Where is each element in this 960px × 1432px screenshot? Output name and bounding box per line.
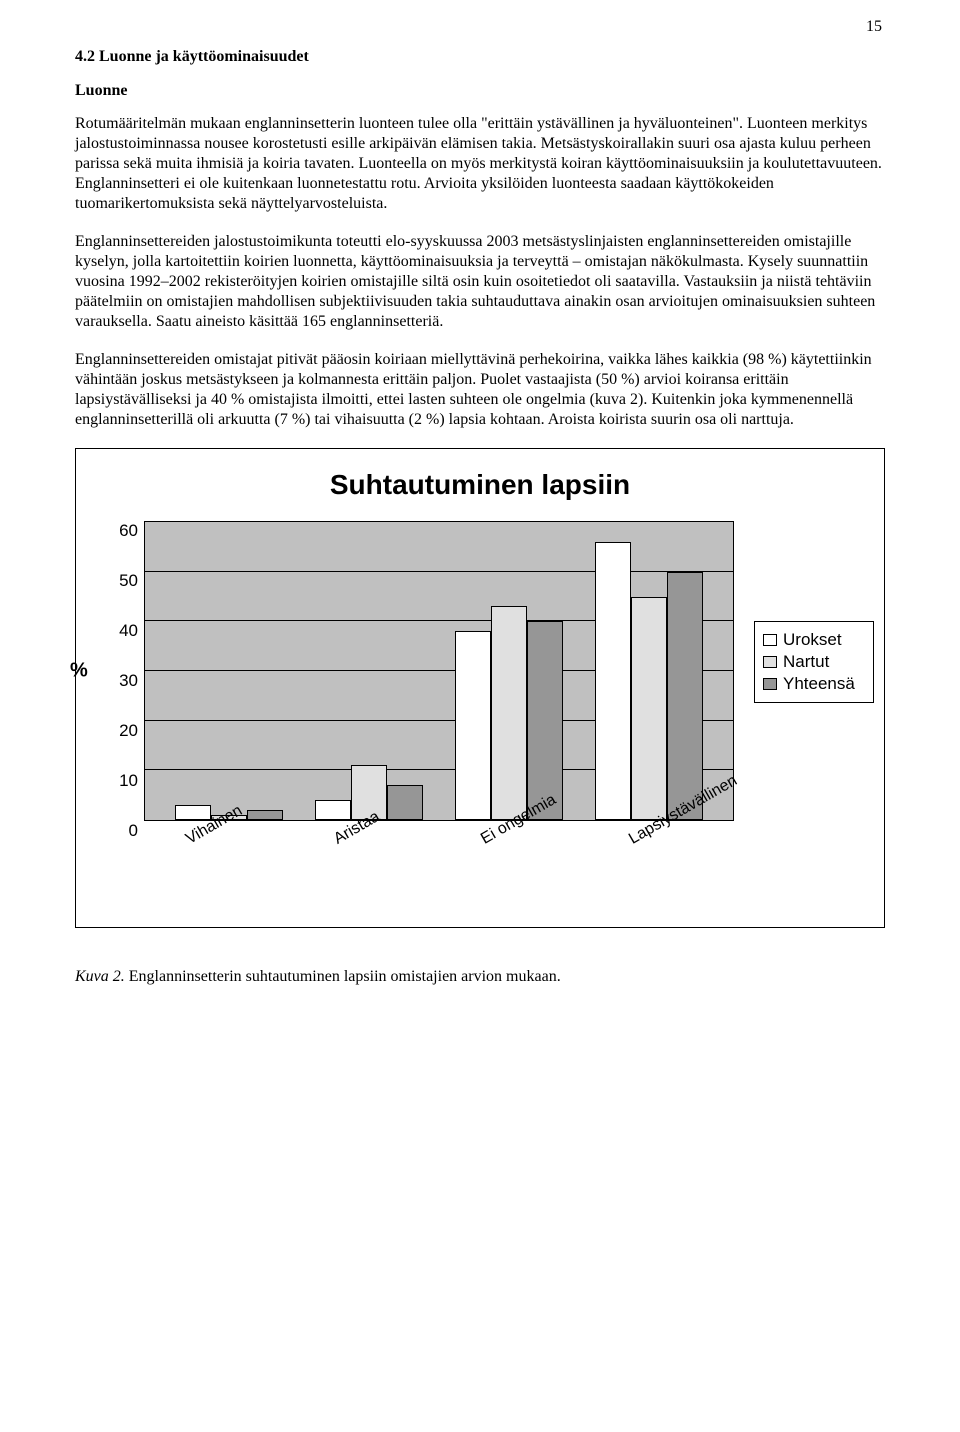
- plot-wrap: VihainenAristaaEi ongelmiaLapsiystävälli…: [144, 521, 734, 901]
- caption-label: Kuva 2.: [75, 968, 125, 985]
- bar-group: [595, 542, 703, 820]
- bar: [491, 606, 527, 820]
- chart-frame: Suhtautuminen lapsiin % 0102030405060 Vi…: [75, 448, 885, 928]
- bar: [455, 631, 491, 820]
- y-axis-label: %: [70, 660, 88, 683]
- y-tick: 0: [104, 821, 138, 841]
- y-tick: 30: [104, 671, 138, 691]
- bar: [631, 597, 667, 821]
- chart-layout: % 0102030405060 VihainenAristaaEi ongelm…: [86, 521, 874, 901]
- y-axis-wrap: % 0102030405060: [86, 521, 144, 821]
- y-axis: 0102030405060: [104, 521, 144, 821]
- section-title: 4.2 Luonne ja käyttöominaisuudet: [75, 48, 885, 66]
- y-tick: 50: [104, 571, 138, 591]
- y-tick: 40: [104, 621, 138, 641]
- legend-swatch: [763, 634, 777, 646]
- legend-label: Yhteensä: [783, 674, 855, 694]
- y-tick: 10: [104, 771, 138, 791]
- bar: [595, 542, 631, 820]
- bar: [527, 621, 563, 820]
- bar: [667, 572, 703, 820]
- bar: [315, 800, 351, 820]
- bar: [247, 810, 283, 820]
- figure-caption: Kuva 2. Englanninsetterin suhtautuminen …: [75, 968, 885, 986]
- bar: [175, 805, 211, 820]
- bar-groups: [145, 522, 733, 820]
- legend: UroksetNartutYhteensä: [754, 621, 874, 703]
- plot-area: [144, 521, 734, 821]
- legend-swatch: [763, 656, 777, 668]
- y-tick: 60: [104, 521, 138, 541]
- bar: [387, 785, 423, 820]
- legend-swatch: [763, 678, 777, 690]
- sub-title: Luonne: [75, 82, 885, 100]
- caption-text: Englanninsetterin suhtautuminen lapsiin …: [125, 968, 561, 985]
- category-labels: VihainenAristaaEi ongelmiaLapsiystävälli…: [144, 821, 734, 891]
- paragraph-3: Englanninsettereiden omistajat pitivät p…: [75, 350, 885, 430]
- y-tick: 20: [104, 721, 138, 741]
- page: 15 4.2 Luonne ja käyttöominaisuudet Luon…: [0, 0, 960, 1432]
- bar-group: [455, 606, 563, 820]
- paragraph-2: Englanninsettereiden jalostustoimikunta …: [75, 232, 885, 332]
- legend-label: Nartut: [783, 652, 829, 672]
- legend-item: Yhteensä: [763, 674, 865, 694]
- legend-item: Nartut: [763, 652, 865, 672]
- paragraph-1: Rotumääritelmän mukaan englanninsetterin…: [75, 114, 885, 214]
- chart-title: Suhtautuminen lapsiin: [86, 469, 874, 501]
- page-number: 15: [866, 18, 882, 36]
- legend-item: Urokset: [763, 630, 865, 650]
- legend-label: Urokset: [783, 630, 842, 650]
